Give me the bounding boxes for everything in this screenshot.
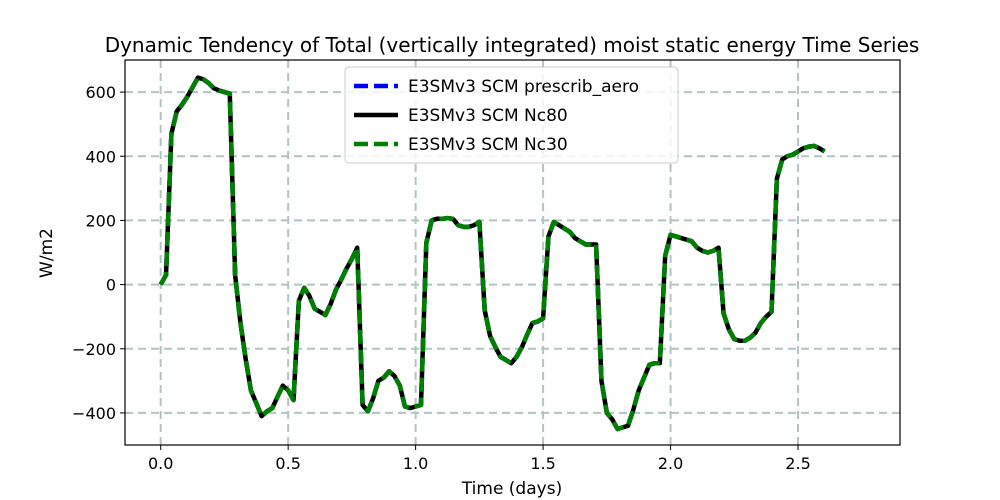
x-tick-label: 2.5 [785,454,810,473]
legend-label-nc30: E3SMv3 SCM Nc30 [408,135,568,155]
x-tick-label: 0.0 [148,454,173,473]
y-axis: −400 −200 0 200 400 600 [72,83,125,423]
series-line-nc30 [158,75,826,432]
y-tick-label: 200 [85,211,116,230]
x-axis-label: Time (days) [461,479,562,499]
legend-label-prescrib-aero: E3SMv3 SCM prescrib_aero [408,77,639,97]
y-tick-label: −200 [72,340,116,359]
chart-title: Dynamic Tendency of Total (vertically in… [105,33,920,57]
x-tick-label: 2.0 [658,454,683,473]
series-layer [158,75,826,432]
y-tick-label: 600 [85,83,116,102]
x-tick-label: 1.0 [403,454,428,473]
legend-frame [344,66,679,164]
y-tick-label: −400 [72,404,116,423]
legend-label-nc80: E3SMv3 SCM Nc80 [408,106,568,126]
legend: E3SMv3 SCM prescrib_aero E3SMv3 SCM Nc80… [344,66,679,164]
y-tick-label: 0 [106,276,116,295]
y-axis-label: W/m2 [37,228,57,278]
x-tick-label: 0.5 [275,454,300,473]
x-tick-label: 1.5 [530,454,555,473]
x-axis: 0.0 0.5 1.0 1.5 2.0 2.5 [148,445,811,473]
y-tick-label: 400 [85,147,116,166]
plot-frame [124,59,901,446]
